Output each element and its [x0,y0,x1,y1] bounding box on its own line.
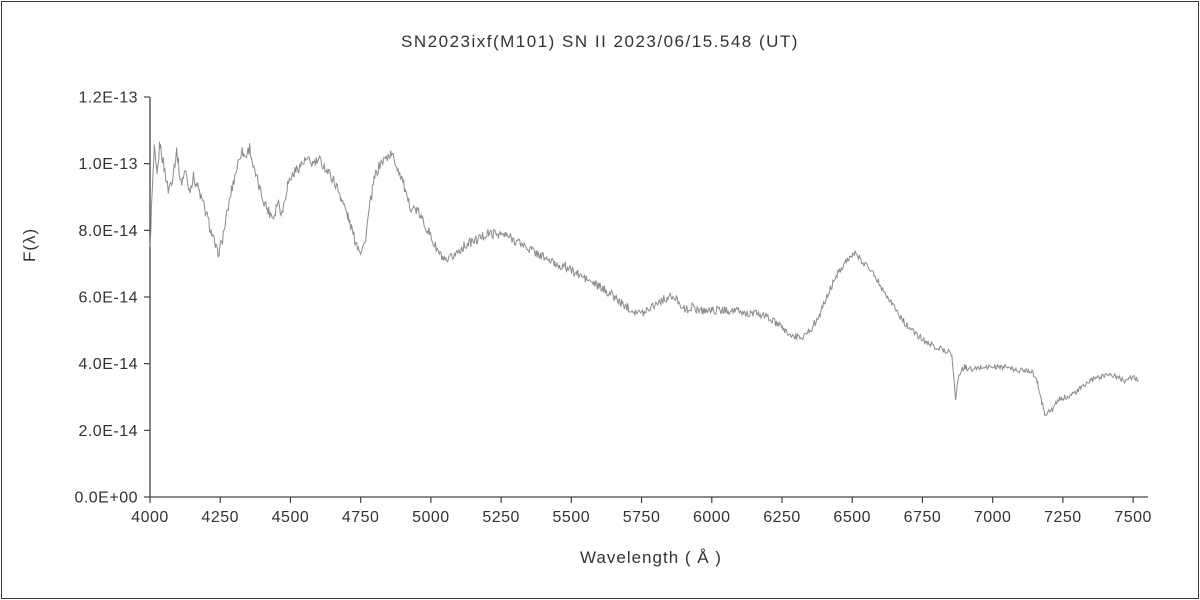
x-tick-label: 4750 [342,509,380,526]
y-tick-label: 4.0E-14 [78,356,138,373]
x-tick-label: 4500 [272,509,310,526]
x-tick-label: 7250 [1044,509,1082,526]
spectrum-line [149,141,1139,417]
y-tick-label: 2.0E-14 [78,423,138,440]
y-tick-label: 0.0E+00 [74,490,138,507]
x-tick-label: 6750 [904,509,942,526]
x-tick-label: 6500 [833,509,871,526]
x-tick-label: 5000 [412,509,450,526]
x-tick-label: 4250 [201,509,239,526]
x-tick-label: 5250 [482,509,520,526]
x-axis-label: Wavelength ( Å ) [580,548,722,567]
y-tick-label: 1.0E-13 [78,156,138,173]
chart-title: SN2023ixf(M101) SN II 2023/06/15.548 (UT… [401,32,799,51]
x-tick-label: 7000 [974,509,1012,526]
x-tick-label: 6000 [693,509,731,526]
y-tick-label: 8.0E-14 [78,223,138,240]
x-tick-label: 7500 [1114,509,1152,526]
y-axis-label: F(λ) [20,227,39,262]
x-tick-label: 4000 [131,509,169,526]
x-tick-label: 6250 [763,509,801,526]
y-tick-label: 6.0E-14 [78,290,138,307]
x-tick-label: 5750 [623,509,661,526]
y-tick-label: 1.2E-13 [78,90,138,107]
x-tick-label: 5500 [553,509,591,526]
